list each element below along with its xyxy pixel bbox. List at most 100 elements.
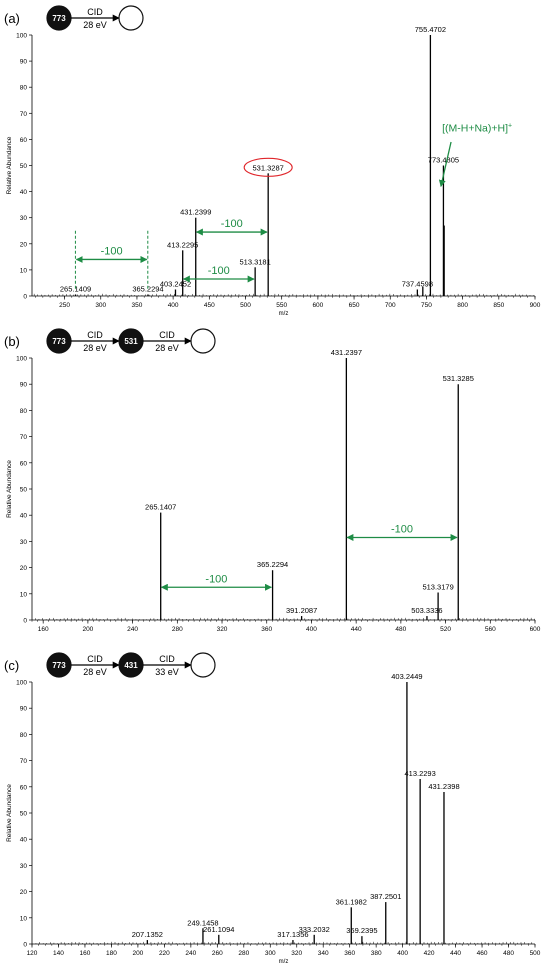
y-tick-label: 20 [20,889,28,896]
x-tick-label: 600 [530,626,541,633]
y-tick-label: 0 [23,618,27,625]
y-tick-label: 50 [20,811,28,818]
precursor-ion-mass: 773 [52,661,66,670]
x-tick-label: 440 [450,950,461,957]
x-tick-label: 520 [440,626,451,633]
x-tick-label: 320 [217,626,228,633]
x-tick-label: 180 [106,950,117,957]
precursor-ion-mass: 431 [124,661,138,670]
y-tick-label: 30 [20,215,28,222]
peak-label: 431.2399 [180,208,211,217]
peak-label: 333.2032 [299,925,330,934]
y-tick-label: 60 [20,784,28,791]
collision-energy-label: 28 eV [83,20,107,30]
cid-label: CID [87,654,103,664]
collision-energy-label: 28 eV [155,343,179,353]
highlight-circle [243,157,293,177]
y-tick-label: 100 [16,680,27,687]
cid-label: CID [87,330,103,340]
y-axis-label: Relative Abundance [6,784,13,842]
y-tick-label: 60 [20,460,28,467]
y-tick-label: 60 [20,137,28,144]
x-tick-label: 320 [291,950,302,957]
peak-label: 369.2395 [346,926,377,935]
x-tick-label: 340 [318,950,329,957]
peak-label: 317.1356 [277,930,308,939]
x-tick-label: 480 [395,626,406,633]
x-tick-label: 700 [385,302,396,309]
x-tick-label: 160 [80,950,91,957]
x-tick-label: 400 [306,626,317,633]
panel-label: (a) [4,11,20,26]
precursor-ion-mass: 773 [52,14,66,23]
peak-label: 261.1094 [203,925,234,934]
product-ion-node [190,652,216,678]
peak-label: 365.2294 [257,560,288,569]
peak-label: 755.4702 [415,25,446,34]
peak-label: 387.2501 [370,892,401,901]
y-tick-label: 40 [20,513,28,520]
x-axis-label: m/z [279,959,289,965]
x-tick-label: 140 [53,950,64,957]
panel-label: (c) [4,658,19,673]
peak-label: 737.4598 [402,279,433,288]
x-tick-label: 300 [95,302,106,309]
x-tick-label: 850 [493,302,504,309]
x-tick-label: 500 [530,950,541,957]
x-tick-label: 250 [59,302,70,309]
x-tick-label: 400 [168,302,179,309]
y-axis-label: Relative Abundance [6,136,13,194]
x-tick-label: 280 [172,626,183,633]
x-tick-label: 120 [27,950,38,957]
peak-label: 413.2293 [404,769,435,778]
x-tick-label: 200 [82,626,93,633]
peak-label: 513.3181 [239,257,270,266]
x-tick-label: 480 [503,950,514,957]
x-tick-label: 420 [424,950,435,957]
mass-difference-label: -100 [101,245,123,257]
spectrum-panel: (b) 0 10 20 30 40 50 60 70 80 90 100 160 200 240 280 320… [4,334,541,633]
peak-label: 503.3336 [411,606,442,615]
peak-label: 361.1982 [336,897,367,906]
mass-difference-label: -100 [221,218,243,230]
cid-label: CID [159,654,175,664]
x-tick-label: 280 [238,950,249,957]
mass-difference-label: -100 [391,523,413,535]
y-tick-label: 0 [23,294,27,301]
y-tick-label: 70 [20,758,28,765]
x-tick-label: 560 [485,626,496,633]
x-tick-label: 220 [159,950,170,957]
collision-energy-label: 28 eV [83,343,107,353]
y-tick-label: 10 [20,915,28,922]
x-tick-label: 350 [132,302,143,309]
y-tick-label: 80 [20,85,28,92]
peak-label: 513.3179 [422,582,453,591]
peak-label: 413.2295 [167,240,198,249]
mass-difference-label: -100 [205,573,227,585]
peak-label: 403.2449 [391,672,422,681]
x-tick-label: 450 [204,302,215,309]
peak-label: 265.1409 [60,284,91,293]
product-ion-node [118,5,144,31]
peak-label: 249.1458 [187,918,218,927]
x-tick-label: 400 [397,950,408,957]
x-tick-label: 360 [261,626,272,633]
peak-label: 431.2398 [428,782,459,791]
reaction-scheme: 773 CID 28 eV 531 CID 28 eV [46,328,216,354]
y-tick-label: 40 [20,189,28,196]
cid-label: CID [159,330,175,340]
x-tick-label: 240 [127,626,138,633]
ion-annotation-charge: + [508,123,512,130]
peak-label: 391.2087 [286,606,317,615]
y-tick-label: 100 [16,33,27,40]
precursor-ion-mass: 773 [52,337,66,346]
reaction-scheme: 773 CID 28 eV 431 CID 33 eV [46,652,216,678]
x-tick-label: 900 [530,302,541,309]
x-tick-label: 200 [132,950,143,957]
y-tick-label: 30 [20,539,28,546]
peak-label: 365.2294 [132,284,163,293]
y-tick-label: 70 [20,111,28,118]
y-tick-label: 20 [20,565,28,572]
x-tick-label: 460 [477,950,488,957]
